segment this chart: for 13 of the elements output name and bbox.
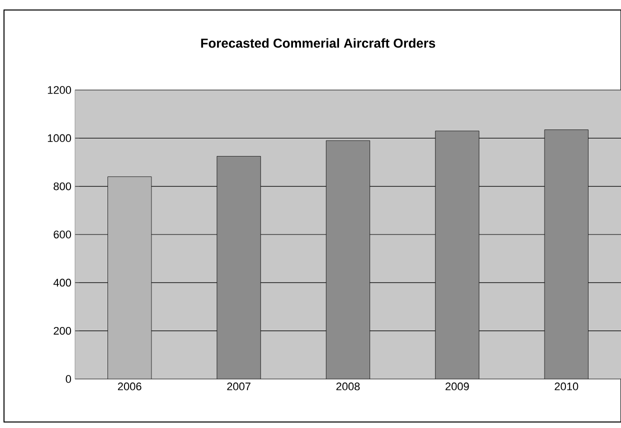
x-tick-label: 2010	[554, 382, 578, 390]
y-tick-label: 600	[54, 230, 72, 238]
x-tick-label: 2009	[446, 382, 469, 390]
y-tick-label: 1000	[48, 134, 72, 142]
x-tick-label: 2008	[336, 382, 360, 390]
x-tick-label: 2006	[118, 382, 142, 390]
y-tick-label: 200	[54, 326, 72, 335]
y-tick-label: 0	[66, 375, 72, 383]
chart-title: Forecasted Commerial Aircraft Orders	[201, 38, 436, 48]
y-tick-label: 400	[53, 278, 72, 287]
y-tick-label: 800	[54, 182, 72, 190]
x-tick-label: 2007	[227, 382, 250, 390]
y-tick-label: 1200	[48, 86, 72, 94]
